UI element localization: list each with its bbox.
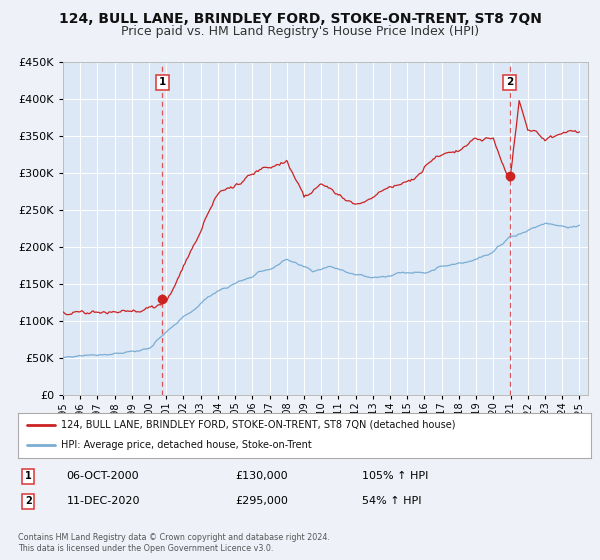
Text: £295,000: £295,000 bbox=[236, 497, 289, 506]
Text: 54% ↑ HPI: 54% ↑ HPI bbox=[362, 497, 421, 506]
Text: 124, BULL LANE, BRINDLEY FORD, STOKE-ON-TRENT, ST8 7QN: 124, BULL LANE, BRINDLEY FORD, STOKE-ON-… bbox=[59, 12, 541, 26]
Text: Price paid vs. HM Land Registry's House Price Index (HPI): Price paid vs. HM Land Registry's House … bbox=[121, 25, 479, 38]
Text: 1: 1 bbox=[25, 472, 32, 482]
Text: 124, BULL LANE, BRINDLEY FORD, STOKE-ON-TRENT, ST8 7QN (detached house): 124, BULL LANE, BRINDLEY FORD, STOKE-ON-… bbox=[61, 420, 455, 430]
Text: HPI: Average price, detached house, Stoke-on-Trent: HPI: Average price, detached house, Stok… bbox=[61, 440, 312, 450]
Text: £130,000: £130,000 bbox=[236, 472, 289, 482]
Text: 2: 2 bbox=[506, 77, 514, 87]
Text: 105% ↑ HPI: 105% ↑ HPI bbox=[362, 472, 428, 482]
Text: 06-OCT-2000: 06-OCT-2000 bbox=[67, 472, 139, 482]
Text: 1: 1 bbox=[158, 77, 166, 87]
Text: Contains HM Land Registry data © Crown copyright and database right 2024.
This d: Contains HM Land Registry data © Crown c… bbox=[18, 533, 330, 553]
Text: 11-DEC-2020: 11-DEC-2020 bbox=[67, 497, 140, 506]
Text: 2: 2 bbox=[25, 497, 32, 506]
